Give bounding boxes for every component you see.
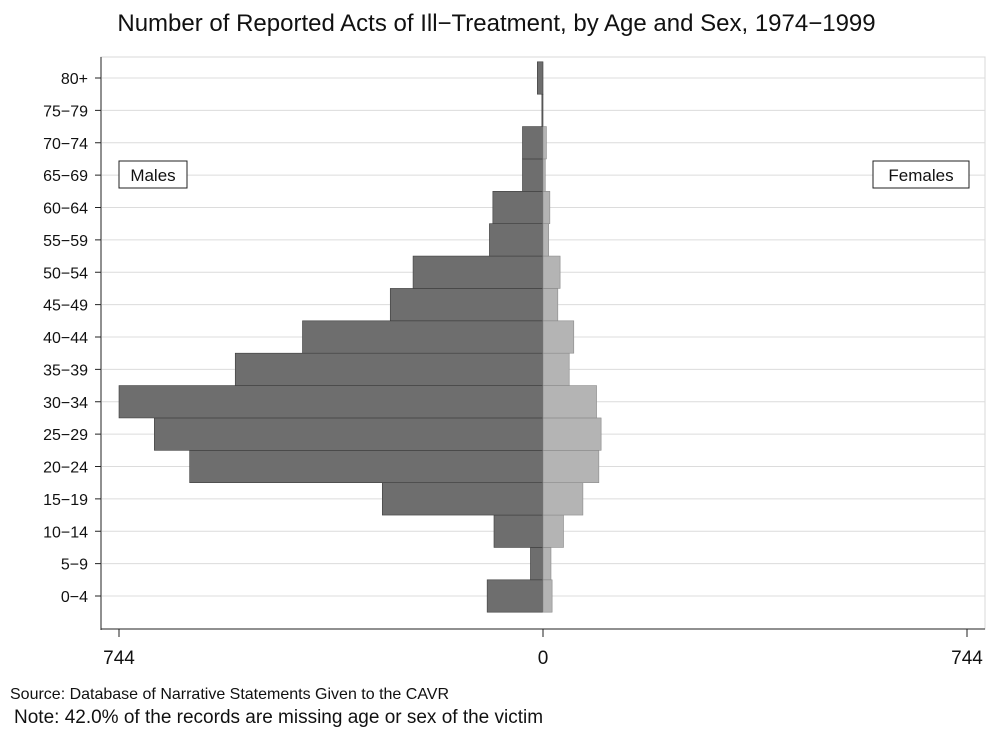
- bar-female: [542, 158, 546, 192]
- y-tick-label: 65−69: [43, 168, 88, 185]
- bar-male: [489, 223, 544, 257]
- y-tick-label: 80+: [61, 71, 88, 88]
- legend-females-box: Females: [872, 160, 970, 189]
- source-note: Source: Database of Narrative Statements…: [10, 686, 450, 703]
- bar-male: [154, 417, 544, 451]
- bar-female: [542, 579, 553, 613]
- bar-female: [542, 126, 547, 160]
- x-tick-label: 0: [538, 648, 549, 669]
- x-axis: 744 0 744: [101, 628, 985, 669]
- bar-male: [302, 320, 544, 354]
- bar-female: [542, 547, 552, 581]
- y-tick-label: 15−19: [43, 492, 88, 509]
- x-tick-label: 744: [103, 648, 135, 669]
- bar-male: [541, 93, 544, 127]
- legend-females-label: Females: [888, 166, 953, 185]
- bar-female: [542, 191, 551, 224]
- y-tick-label: 60−64: [43, 201, 88, 218]
- bar-female: [542, 288, 559, 322]
- bar-female: [542, 450, 600, 483]
- bar-female: [542, 352, 570, 386]
- y-tick-label: 50−54: [43, 265, 88, 282]
- missing-data-note: Note: 42.0% of the records are missing a…: [14, 707, 544, 728]
- bar-male: [522, 126, 544, 160]
- y-tick-label: 55−59: [43, 233, 88, 250]
- y-tick-label: 75−79: [43, 103, 88, 120]
- legend-males-label: Males: [130, 166, 175, 185]
- bar-male: [381, 482, 544, 516]
- x-tick-label: 744: [951, 648, 983, 669]
- bar-male: [234, 352, 544, 386]
- y-tick-label: 70−74: [43, 136, 88, 153]
- bar-male: [486, 579, 544, 613]
- y-tick-label: 45−49: [43, 298, 88, 315]
- bar-female: [542, 417, 602, 451]
- bar-male: [389, 288, 544, 322]
- bar-male: [537, 61, 544, 95]
- y-tick-label: 35−39: [43, 362, 88, 379]
- bar-female: [542, 255, 561, 289]
- bar-female: [542, 385, 597, 419]
- bar-male: [530, 547, 544, 581]
- bar-female: [542, 514, 564, 548]
- bar-male: [493, 514, 544, 548]
- bar-male: [412, 255, 544, 289]
- y-tick-label: 25−29: [43, 427, 88, 444]
- y-tick-label: 20−24: [43, 460, 88, 477]
- bar-male: [118, 385, 544, 419]
- y-tick-label: 0−4: [61, 589, 88, 606]
- bar-female: [542, 223, 549, 257]
- chart-title: Number of Reported Acts of Ill−Treatment…: [117, 10, 876, 37]
- bar-male: [522, 158, 544, 192]
- bar-male: [492, 191, 544, 224]
- bar-female: [542, 482, 584, 516]
- y-tick-label: 30−34: [43, 395, 88, 412]
- legend-males-box: Males: [118, 160, 188, 189]
- bar-female: [542, 320, 575, 354]
- y-tick-label: 5−9: [61, 557, 88, 574]
- y-tick-label: 40−44: [43, 330, 88, 347]
- y-tick-label: 10−14: [43, 524, 88, 541]
- bar-male: [189, 450, 544, 483]
- y-axis: 0−4 5−9 10−14 15−19 20−24 25−29 30−34 35−39 40−4…: [43, 57, 102, 630]
- bars: [118, 61, 602, 613]
